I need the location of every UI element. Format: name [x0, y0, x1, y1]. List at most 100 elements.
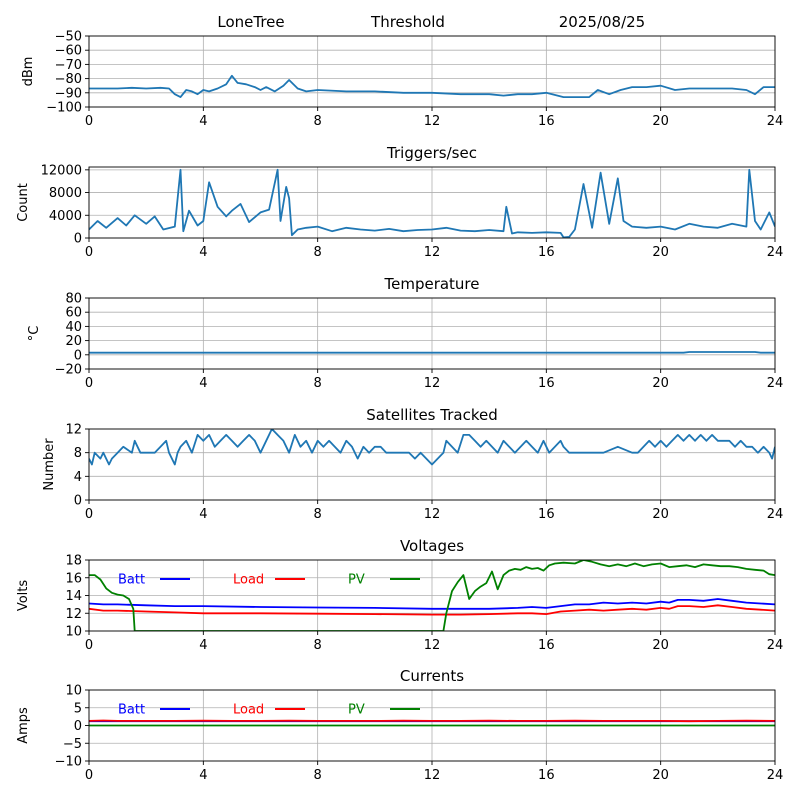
y-tick-label: 12 — [65, 423, 82, 438]
y-tick-label: 0 — [74, 232, 82, 247]
x-tick-label: 16 — [538, 376, 555, 391]
figure-header: LoneTree Threshold 2025/08/25 — [217, 13, 645, 31]
x-tick-label: 20 — [652, 768, 669, 783]
y-tick-label: −50 — [55, 30, 82, 45]
y-tick-label: −100 — [46, 101, 82, 116]
series-group — [89, 351, 775, 354]
panel-title: Temperature — [383, 275, 479, 293]
x-tick-label: 8 — [314, 245, 322, 260]
series-group — [89, 560, 775, 631]
legend-label-load: Load — [233, 703, 264, 718]
legend: Batt Load PV — [118, 703, 420, 718]
y-tick-label: 14 — [65, 589, 82, 604]
y-tick-label: 12000 — [41, 163, 82, 178]
x-tick-label: 0 — [85, 768, 93, 783]
legend-label-batt: Batt — [118, 703, 145, 718]
legend-label-load: Load — [233, 573, 264, 588]
y-tick-label: 16 — [65, 571, 82, 586]
station-name: LoneTree — [217, 13, 284, 31]
chart-panel-4: 0 4 8 12 16 20 24 10 12 14 16 18 Voltages Volts Batt Lo… — [16, 537, 783, 653]
x-tick-label: 12 — [424, 507, 441, 522]
x-tick-label: 12 — [424, 114, 441, 129]
y-tick-label: 20 — [65, 334, 82, 349]
y-tick-label: −5 — [63, 737, 82, 752]
x-tick-label: 12 — [424, 638, 441, 653]
series-line-0 — [89, 74, 775, 98]
x-tick-label: 24 — [767, 638, 784, 653]
x-tick-label: 24 — [767, 507, 784, 522]
series-group — [89, 74, 775, 98]
y-axis-label: dBm — [21, 57, 36, 87]
series-group — [89, 429, 775, 466]
x-tick-label: 4 — [199, 245, 207, 260]
series-line-0 — [89, 429, 775, 466]
series-line-0 — [89, 168, 775, 238]
series-line-load — [89, 719, 775, 723]
y-tick-label: 4000 — [49, 209, 82, 224]
y-tick-label: 60 — [65, 306, 82, 321]
x-tick-label: 16 — [538, 114, 555, 129]
x-tick-label: 12 — [424, 768, 441, 783]
legend-label-pv: PV — [348, 703, 365, 718]
x-tick-label: 8 — [314, 376, 322, 391]
x-tick-label: 0 — [85, 245, 93, 260]
x-tick-label: 8 — [314, 768, 322, 783]
x-tick-label: 4 — [199, 638, 207, 653]
y-axis-label: Number — [42, 438, 57, 491]
x-tick-label: 24 — [767, 245, 784, 260]
y-axis-label: Amps — [16, 707, 31, 744]
x-tick-label: 20 — [652, 114, 669, 129]
x-tick-label: 4 — [199, 376, 207, 391]
y-tick-label: −90 — [55, 86, 82, 101]
x-tick-label: 8 — [314, 114, 322, 129]
x-tick-label: 8 — [314, 638, 322, 653]
x-tick-label: 4 — [199, 114, 207, 129]
x-tick-label: 0 — [85, 114, 93, 129]
y-tick-label: 10 — [65, 625, 82, 640]
series-line-batt — [89, 598, 775, 610]
report-date: 2025/08/25 — [559, 13, 645, 31]
y-tick-label: 5 — [74, 701, 82, 716]
panel-title: Voltages — [400, 537, 464, 555]
x-tick-label: 0 — [85, 638, 93, 653]
x-tick-label: 20 — [652, 507, 669, 522]
legend: Batt Load PV — [118, 573, 420, 588]
chart-panel-5: 0 4 8 12 16 20 24 −10 −5 0 5 10 Currents Amps Batt Load… — [16, 667, 783, 783]
y-tick-label: 18 — [65, 554, 82, 569]
y-tick-label: −10 — [55, 755, 82, 770]
y-tick-label: 0 — [74, 348, 82, 363]
y-tick-label: −20 — [55, 363, 82, 378]
panel-title: Triggers/sec — [386, 144, 477, 162]
x-tick-label: 24 — [767, 114, 784, 129]
x-tick-label: 8 — [314, 507, 322, 522]
y-tick-label: 0 — [74, 719, 82, 734]
chart-panel-0: 0 4 8 12 16 20 24 −100−90−80−70−60−50 dBm — [21, 30, 783, 130]
panel-title: Satellites Tracked — [366, 406, 497, 424]
panel-title: Currents — [400, 667, 464, 685]
legend-label-batt: Batt — [118, 573, 145, 588]
y-tick-label: −60 — [55, 44, 82, 59]
y-tick-label: 0 — [74, 494, 82, 509]
series-line-0 — [89, 351, 775, 354]
x-tick-label: 20 — [652, 376, 669, 391]
trigger-mode: Threshold — [370, 13, 445, 31]
y-axis-label: °C — [27, 326, 42, 342]
y-tick-label: 40 — [65, 320, 82, 335]
x-tick-label: 16 — [538, 638, 555, 653]
x-tick-label: 12 — [424, 245, 441, 260]
x-tick-label: 16 — [538, 507, 555, 522]
y-tick-label: −80 — [55, 72, 82, 87]
x-tick-label: 4 — [199, 507, 207, 522]
series-line-pv — [89, 560, 775, 631]
y-axis-label: Volts — [16, 580, 31, 612]
y-tick-label: 12 — [65, 607, 82, 622]
y-tick-label: 8 — [74, 446, 82, 461]
x-tick-label: 16 — [538, 245, 555, 260]
legend-label-pv: PV — [348, 573, 365, 588]
x-tick-label: 4 — [199, 768, 207, 783]
x-tick-label: 12 — [424, 376, 441, 391]
